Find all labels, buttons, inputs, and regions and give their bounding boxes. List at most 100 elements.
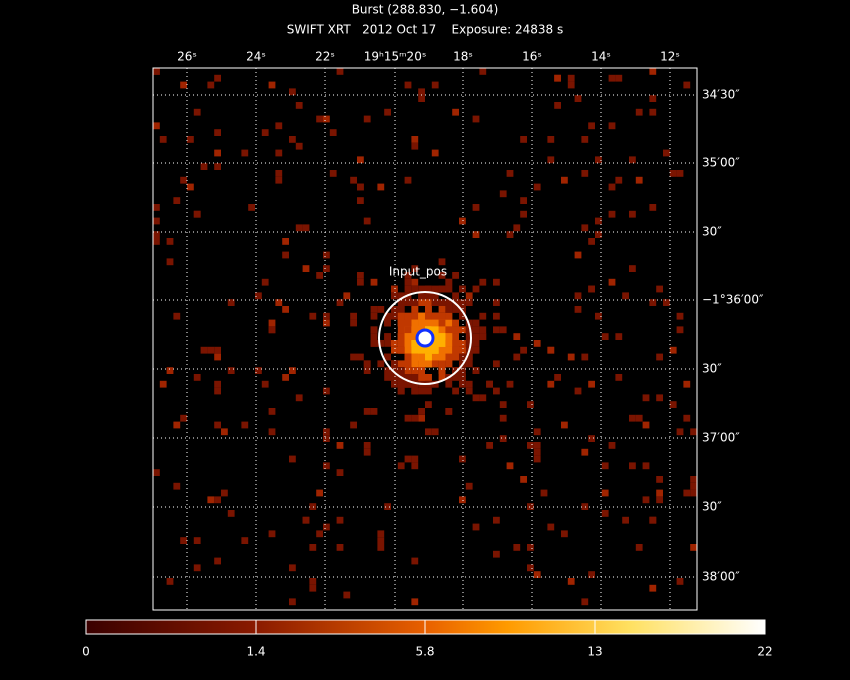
pixel <box>404 278 412 286</box>
labels: 26ˢ 24ˢ 22ˢ 19ʰ15ᵐ20ˢ 18ˢ 16ˢ 14ˢ 12ˢ 34′30″ 35′0… <box>82 50 772 659</box>
pixel <box>445 306 453 313</box>
pixel <box>465 292 473 300</box>
pixel <box>445 360 453 368</box>
pixel <box>472 204 480 211</box>
pixel <box>404 367 412 374</box>
pixel <box>227 299 235 306</box>
pixel <box>418 95 425 102</box>
pixel <box>397 292 405 300</box>
pixel <box>520 197 527 204</box>
pixel <box>153 238 160 245</box>
pixel <box>452 340 459 347</box>
pixel <box>343 292 351 300</box>
pixel <box>268 428 276 436</box>
pixel <box>683 414 691 422</box>
pixel <box>581 448 589 456</box>
pixel <box>309 312 317 320</box>
pixel <box>567 353 575 361</box>
pixel <box>289 598 296 606</box>
pixel <box>513 224 521 232</box>
pixel <box>601 510 609 517</box>
pixel <box>493 550 500 558</box>
pixel <box>588 380 595 388</box>
pixel <box>391 374 398 381</box>
pixel <box>486 380 493 388</box>
pixel <box>431 346 439 354</box>
pixel <box>581 170 589 177</box>
pixel <box>581 598 589 606</box>
pixel <box>343 591 351 599</box>
pixel <box>275 170 283 177</box>
pixel <box>465 353 473 361</box>
pixel <box>404 319 412 327</box>
pixel <box>418 360 425 368</box>
pixel <box>629 210 636 218</box>
pixel <box>479 68 487 75</box>
pixel <box>459 217 466 225</box>
pixel <box>615 74 623 82</box>
pixel <box>357 278 364 286</box>
pixel <box>187 183 194 191</box>
pixel <box>180 537 187 544</box>
pixel <box>479 333 487 340</box>
pixel <box>207 346 215 354</box>
pixel <box>452 374 459 381</box>
pixel <box>629 156 636 164</box>
pixel <box>438 374 446 381</box>
pixel <box>554 374 561 381</box>
pixel <box>608 442 616 449</box>
pixel <box>574 387 582 395</box>
pixel <box>459 353 466 361</box>
pixel <box>404 333 412 340</box>
pixel <box>445 299 453 306</box>
pixel <box>520 476 527 483</box>
pixel <box>404 374 412 381</box>
pixel <box>642 421 650 429</box>
pixel <box>411 299 419 306</box>
pixel <box>547 156 555 164</box>
pixel <box>527 564 534 572</box>
pixel <box>533 455 541 463</box>
pixel <box>676 312 684 320</box>
pixel <box>200 163 208 170</box>
pixel <box>574 292 582 300</box>
pixel <box>431 326 439 334</box>
pixel <box>445 312 453 320</box>
pixel <box>465 387 473 395</box>
pixel <box>683 81 691 89</box>
pixel <box>547 346 555 354</box>
pixel <box>397 306 405 313</box>
pixel <box>506 170 514 177</box>
pixel <box>384 367 391 374</box>
pixel <box>418 353 425 361</box>
pixel <box>425 401 432 408</box>
pixel <box>472 523 480 531</box>
pixel <box>289 367 296 374</box>
pixel <box>153 469 160 476</box>
pixel <box>323 435 330 442</box>
pixel <box>493 312 500 320</box>
pixel <box>683 489 691 497</box>
pixel <box>370 306 378 313</box>
pixel <box>221 428 228 436</box>
pixel <box>391 306 398 313</box>
pixel <box>425 374 432 381</box>
pixel <box>370 333 378 340</box>
pixel <box>370 340 378 347</box>
pixel <box>173 421 181 429</box>
pixel <box>153 217 160 225</box>
pixel <box>180 81 187 89</box>
pixel <box>166 578 174 585</box>
pixel <box>452 292 459 300</box>
pixel <box>506 231 514 238</box>
pixel <box>411 462 419 470</box>
pixel <box>214 74 221 82</box>
pixel <box>336 68 344 75</box>
pixel <box>418 299 425 306</box>
pixel <box>397 346 405 354</box>
pixel <box>159 136 167 143</box>
pixel <box>459 496 466 504</box>
pixel <box>261 129 269 136</box>
pixel <box>404 353 412 361</box>
